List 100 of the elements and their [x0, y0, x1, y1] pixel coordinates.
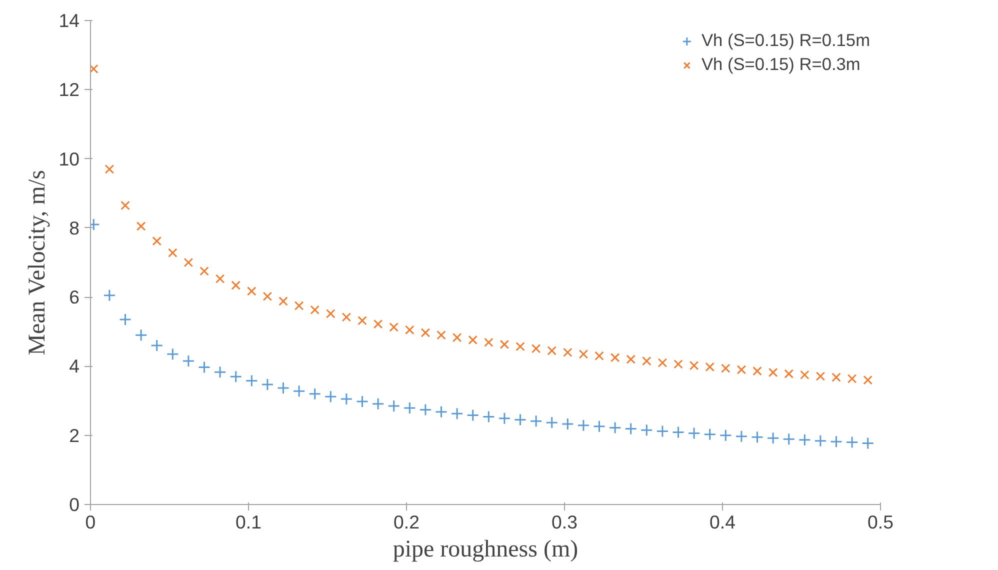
point [403, 402, 416, 414]
point [388, 400, 400, 412]
point [531, 344, 541, 354]
y-tick-label: 10 [58, 148, 80, 170]
point [830, 435, 843, 448]
point [561, 418, 574, 430]
point [498, 412, 511, 425]
point [752, 366, 762, 376]
point [435, 406, 448, 418]
point [134, 328, 148, 342]
point [294, 301, 304, 310]
x-tick-label: 0.1 [236, 512, 262, 532]
point [863, 375, 872, 385]
point [452, 332, 462, 342]
point [689, 360, 699, 370]
point [261, 378, 274, 391]
point [577, 419, 590, 432]
point [656, 424, 669, 438]
point [500, 340, 510, 350]
point [420, 328, 430, 338]
point [751, 430, 764, 444]
x-tick-label: 0.2 [394, 512, 420, 532]
point [247, 286, 256, 296]
point [277, 382, 290, 394]
point [626, 354, 636, 364]
point [152, 236, 162, 246]
point [705, 362, 714, 372]
point [547, 346, 556, 356]
point [847, 374, 857, 384]
point [704, 428, 716, 441]
point [674, 360, 683, 369]
point [593, 420, 606, 433]
point [466, 409, 480, 422]
y-tick-label: 14 [58, 10, 80, 31]
point [578, 349, 588, 359]
y-tick-label: 4 [69, 356, 80, 377]
point [658, 358, 668, 368]
point [688, 427, 700, 440]
point [342, 312, 352, 322]
y-axis-title: Mean Velocity, m/s [24, 170, 51, 356]
y-tick-label: 2 [69, 424, 80, 446]
point [308, 388, 322, 400]
point [530, 414, 542, 428]
point [721, 364, 730, 373]
x-tick-label: 0 [85, 512, 96, 532]
point [198, 361, 211, 374]
point [563, 348, 572, 358]
point [594, 351, 604, 360]
point [90, 64, 98, 74]
point [516, 342, 525, 352]
point [798, 434, 811, 446]
point [514, 414, 527, 426]
x-tick-label: 0.3 [552, 512, 578, 532]
point [245, 374, 258, 387]
x-axis-title: pipe roughness (m) [392, 536, 578, 562]
point [278, 296, 288, 306]
point [103, 289, 116, 302]
point [166, 348, 179, 360]
point [832, 372, 841, 382]
point [450, 407, 464, 420]
point [608, 422, 622, 434]
point [766, 432, 780, 444]
point [784, 369, 794, 378]
point [182, 354, 195, 368]
point [468, 335, 478, 345]
point [104, 164, 114, 174]
point [610, 352, 620, 362]
point [640, 424, 653, 436]
point [150, 339, 164, 352]
point [436, 330, 446, 340]
point [340, 392, 353, 406]
point [120, 200, 130, 210]
point [624, 422, 638, 436]
point [862, 437, 874, 450]
y-tick-label: 12 [58, 79, 80, 100]
point [642, 356, 652, 366]
point [184, 258, 194, 268]
point [231, 280, 240, 290]
point [800, 370, 810, 380]
point [310, 305, 320, 314]
point [419, 404, 432, 416]
point [136, 222, 146, 231]
point [389, 322, 398, 332]
point [358, 316, 367, 326]
point [214, 366, 226, 378]
point [782, 432, 796, 446]
x-tick-label: 0.4 [710, 512, 736, 532]
point [292, 384, 306, 398]
point [119, 313, 132, 326]
point [356, 395, 369, 408]
point [482, 410, 495, 423]
point [816, 372, 826, 381]
x-tick-label: 0.5 [868, 512, 894, 532]
point [719, 429, 732, 442]
point [405, 325, 414, 335]
point [372, 398, 384, 410]
point [373, 319, 383, 329]
point [230, 370, 242, 383]
y-tick-label: 6 [69, 286, 80, 308]
point [262, 292, 272, 302]
